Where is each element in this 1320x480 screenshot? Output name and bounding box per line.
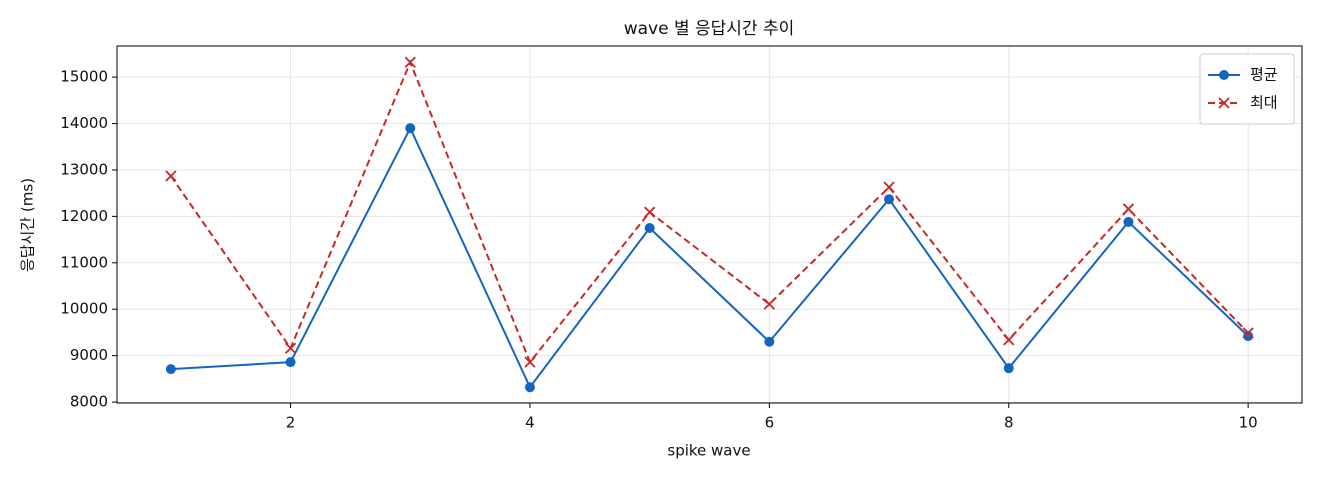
point <box>1242 327 1254 339</box>
x-axis-label: spike wave <box>667 442 750 460</box>
point <box>284 342 297 354</box>
series-line <box>170 125 1249 390</box>
y-tick-label: 10000 <box>60 300 108 318</box>
x-tick-label: 8 <box>1004 414 1014 432</box>
point <box>1243 331 1254 342</box>
point <box>524 356 536 368</box>
point <box>763 298 775 310</box>
point <box>644 206 656 218</box>
y-axis-label: 응답시간 (ms) <box>19 178 37 272</box>
series-line <box>170 59 1249 365</box>
point <box>165 364 176 375</box>
point <box>1123 216 1134 227</box>
x-tick-label: 2 <box>286 414 296 432</box>
y-tick-label: 12000 <box>60 207 108 225</box>
point <box>404 56 416 68</box>
point <box>884 194 895 205</box>
plot-frame <box>116 45 1303 404</box>
x-tick-label: 4 <box>525 414 535 432</box>
y-tick-label: 8000 <box>70 393 108 411</box>
point <box>165 170 177 182</box>
chart-title: wave 별 응답시간 추이 <box>624 19 795 39</box>
y-tick-label: 9000 <box>70 346 108 364</box>
point <box>1122 203 1135 215</box>
point <box>405 123 416 134</box>
legend-marker <box>1218 97 1230 109</box>
point <box>764 336 775 347</box>
legend-label: 평균 <box>1250 66 1278 84</box>
x-tick-label: 10 <box>1239 414 1258 432</box>
legend-marker <box>1219 70 1229 80</box>
y-tick-label: 14000 <box>60 114 108 132</box>
point <box>524 382 535 393</box>
x-tick-label: 6 <box>765 414 775 432</box>
point <box>285 357 296 368</box>
point <box>1003 363 1014 374</box>
y-tick-label: 15000 <box>60 68 108 86</box>
y-tick-label: 13000 <box>60 160 108 178</box>
point <box>644 222 655 233</box>
point <box>883 181 895 193</box>
y-tick-label: 11000 <box>60 253 108 271</box>
point <box>1003 334 1015 346</box>
legend-box <box>1199 53 1295 125</box>
legend-label: 최대 <box>1250 94 1278 112</box>
